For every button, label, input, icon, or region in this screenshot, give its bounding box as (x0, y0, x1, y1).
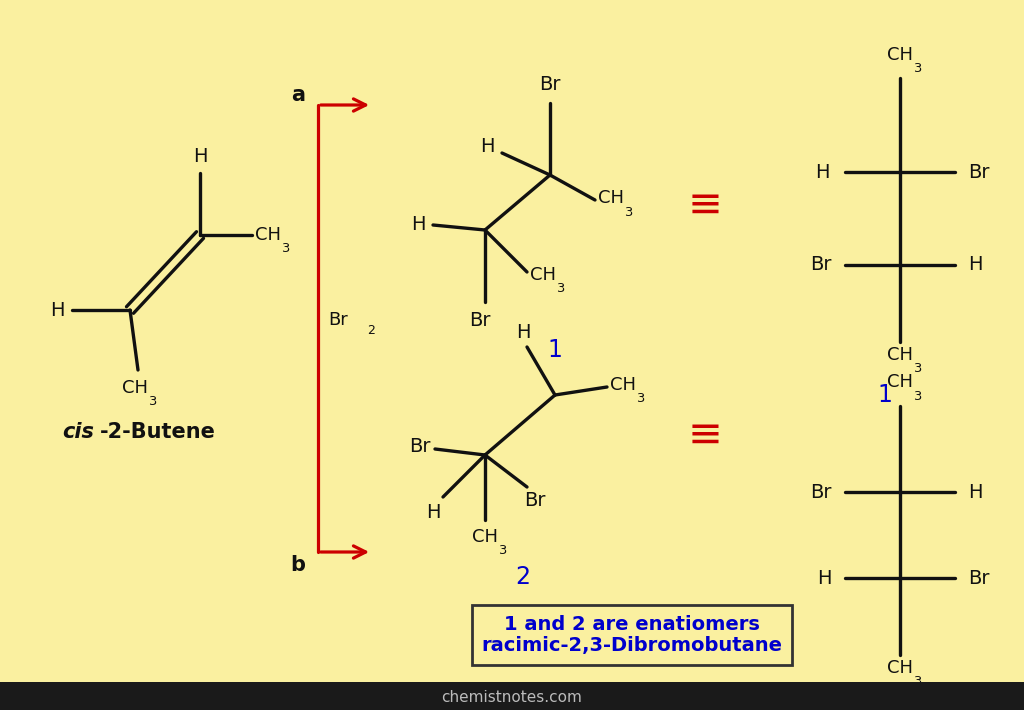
Text: 3: 3 (148, 395, 157, 408)
Text: CH: CH (887, 373, 913, 391)
Text: 3: 3 (913, 390, 922, 403)
Text: Br: Br (469, 310, 490, 329)
Text: CH: CH (887, 659, 913, 677)
Text: H: H (193, 148, 207, 167)
Text: a: a (291, 85, 305, 105)
Text: Br: Br (968, 569, 989, 587)
Text: H: H (426, 503, 440, 523)
Text: H: H (815, 163, 830, 182)
Text: 2: 2 (878, 693, 893, 710)
Text: CH: CH (122, 379, 148, 397)
Text: 1: 1 (878, 383, 893, 407)
Text: CH: CH (255, 226, 281, 244)
Text: H: H (480, 138, 495, 156)
Text: Br: Br (410, 437, 431, 457)
Text: CH: CH (472, 528, 498, 546)
Text: 2: 2 (367, 324, 375, 337)
Text: 3: 3 (498, 545, 506, 557)
Text: 3: 3 (624, 205, 632, 219)
Text: 2: 2 (515, 565, 530, 589)
Text: 3: 3 (281, 243, 289, 256)
Text: CH: CH (598, 189, 624, 207)
Text: 3: 3 (913, 675, 922, 689)
Text: -2-Butene: -2-Butene (100, 422, 216, 442)
Text: 1 and 2 are enatiomers
racimic-2,3-Dibromobutane: 1 and 2 are enatiomers racimic-2,3-Dibro… (481, 614, 782, 655)
Text: 3: 3 (913, 363, 922, 376)
Bar (0, 682, 1024, 710)
Text: ≡: ≡ (687, 414, 723, 456)
Text: Br: Br (811, 256, 831, 275)
Text: Br: Br (328, 311, 348, 329)
Text: chemistnotes.com: chemistnotes.com (441, 690, 583, 705)
Text: Br: Br (540, 75, 561, 94)
Text: H: H (817, 569, 831, 587)
Text: b: b (291, 555, 305, 575)
Text: Br: Br (968, 163, 989, 182)
Text: ≡: ≡ (687, 184, 723, 226)
Text: CH: CH (887, 46, 913, 64)
Text: CH: CH (887, 346, 913, 364)
Text: CH: CH (610, 376, 636, 394)
Text: 3: 3 (636, 393, 644, 405)
Text: CH: CH (530, 266, 556, 284)
Text: Br: Br (811, 483, 831, 501)
Text: 3: 3 (556, 283, 564, 295)
Text: H: H (516, 324, 530, 342)
Text: 1: 1 (548, 338, 562, 362)
Text: H: H (968, 256, 982, 275)
Text: H: H (50, 300, 65, 320)
Text: 3: 3 (913, 62, 922, 75)
Text: cis: cis (62, 422, 94, 442)
Text: H: H (411, 214, 425, 234)
Text: Br: Br (524, 491, 546, 510)
Text: H: H (968, 483, 982, 501)
